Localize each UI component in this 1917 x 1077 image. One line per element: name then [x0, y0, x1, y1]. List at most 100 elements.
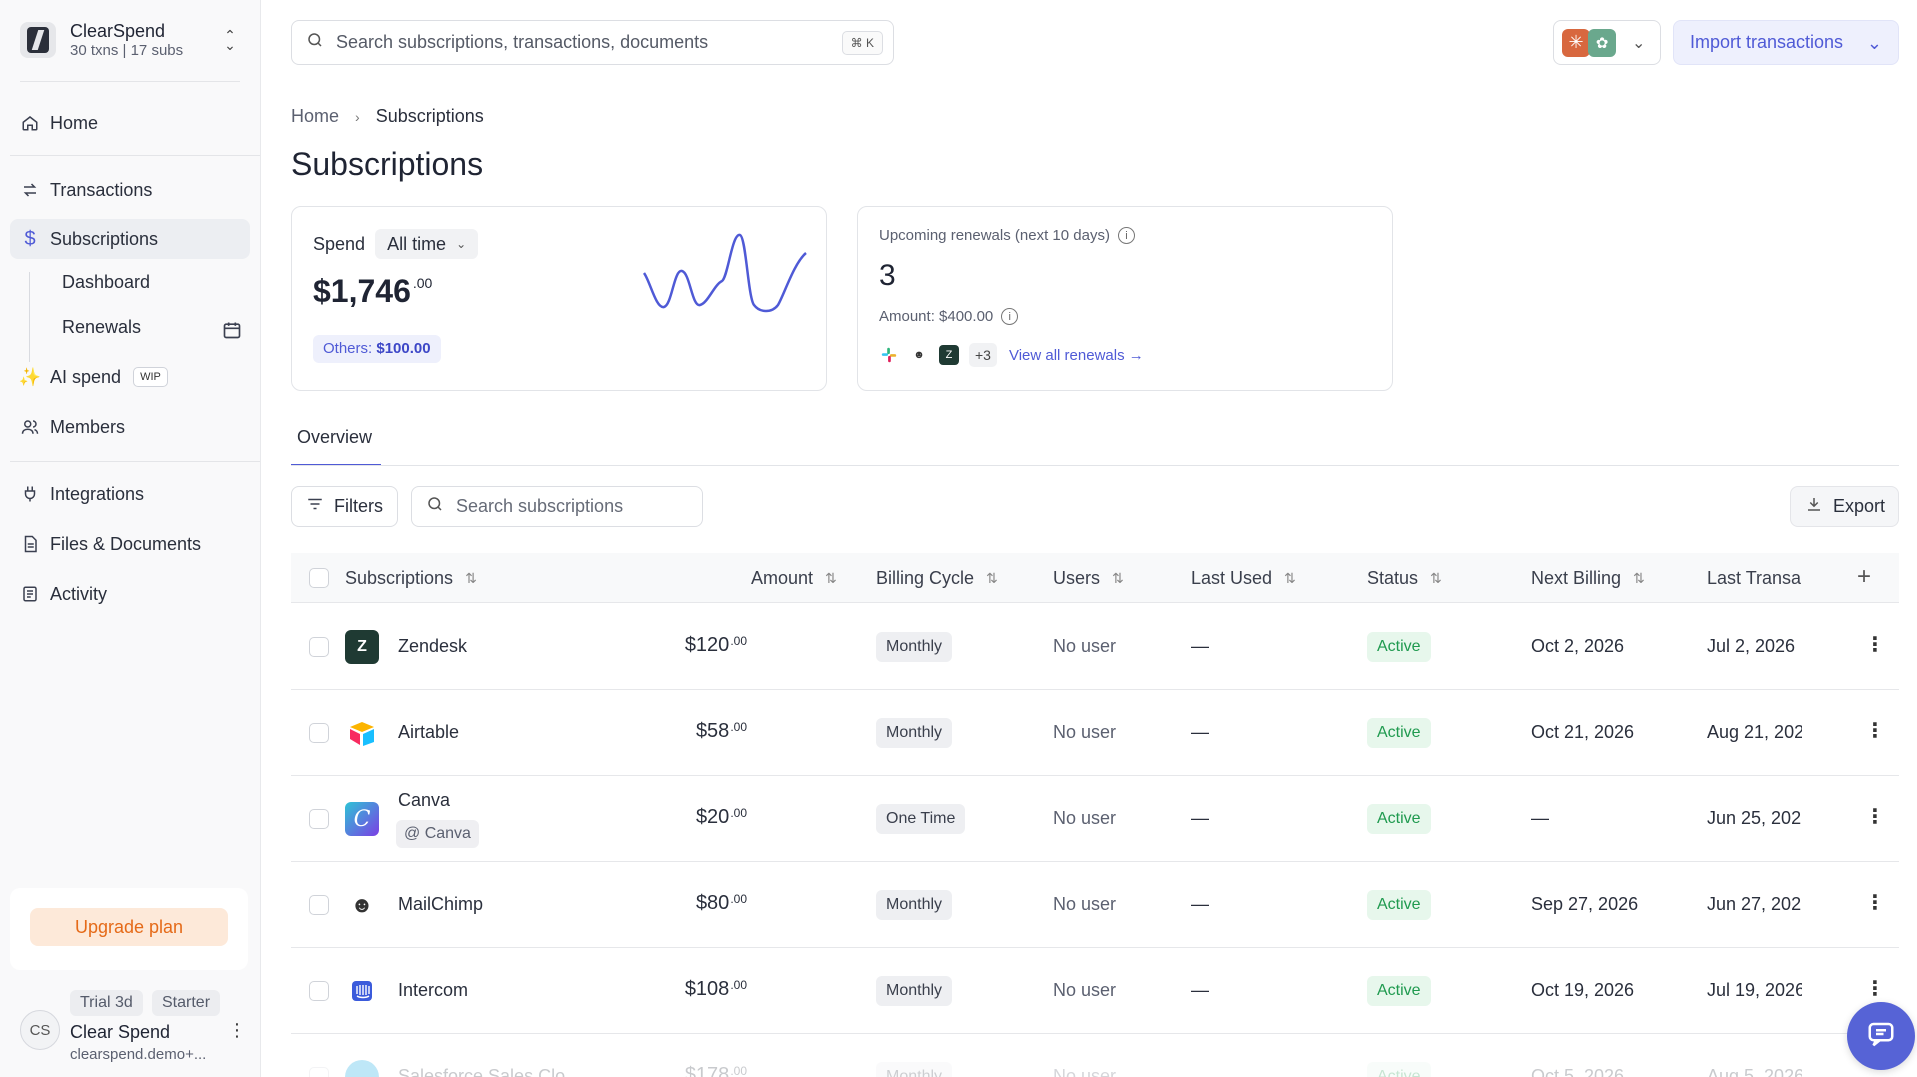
add-column-icon[interactable]: + — [1857, 563, 1872, 590]
sort-icon: ⇅ — [1430, 570, 1442, 586]
import-transactions-button[interactable]: Import transactions ⌄ — [1673, 20, 1899, 65]
amount-cents: .00 — [730, 634, 747, 648]
subscription-name[interactable]: MailChimp — [398, 894, 484, 914]
amount-value: $20.00 — [696, 806, 747, 829]
select-all-checkbox[interactable] — [309, 568, 329, 588]
chat-support-button[interactable] — [1847, 1002, 1915, 1070]
row-checkbox[interactable] — [309, 637, 329, 657]
col-billing-cycle[interactable]: Billing Cycle ⇅ — [876, 568, 998, 589]
amount-cents: .00 — [730, 1064, 747, 1077]
shortcut-hint: ⌘ K — [841, 31, 883, 55]
more-vertical-icon[interactable]: ⋮ — [228, 1020, 246, 1040]
canva-logo-icon: C — [345, 802, 379, 836]
row-checkbox[interactable] — [309, 1067, 329, 1077]
ai-provider-switcher[interactable]: ✳ ✿ ⌄ — [1553, 20, 1661, 65]
filters-label: Filters — [334, 496, 383, 516]
amount-cents: .00 — [730, 892, 747, 906]
period-select[interactable]: All time ⌄ — [375, 229, 479, 259]
more-vertical-icon[interactable]: ⋮ — [1865, 634, 1885, 656]
subscription-name[interactable]: Airtable — [398, 722, 460, 742]
billing-cycle-badge: Monthly — [876, 718, 953, 748]
import-label: Import transactions — [1690, 32, 1844, 52]
subscription-name[interactable]: Salesforce Sales Clo — [398, 1066, 566, 1077]
nav-members[interactable]: Members — [10, 407, 250, 447]
calendar-icon[interactable] — [222, 320, 242, 345]
row-checkbox[interactable] — [309, 895, 329, 915]
table-row[interactable]: ☻ MailChimp $80.00 Monthly No user — Act… — [291, 862, 1899, 948]
last-transaction-value: Aug 21, 202 — [1707, 722, 1802, 742]
status-badge: Active — [1367, 804, 1431, 834]
global-search-placeholder: Search subscriptions, transactions, docu… — [336, 32, 709, 52]
org-switcher[interactable]: ClearSpend 30 txns | 17 subs ⌃ ⌄ — [20, 18, 240, 62]
more-vertical-icon[interactable]: ⋮ — [1865, 720, 1885, 742]
global-search-input[interactable]: Search subscriptions, transactions, docu… — [291, 20, 894, 65]
status-badge: Active — [1367, 632, 1431, 662]
spend-label: Spend — [313, 233, 366, 254]
user-menu[interactable]: CS Trial 3d Starter Clear Spend clearspe… — [20, 990, 246, 1070]
nav-subscriptions[interactable]: $ Subscriptions — [10, 219, 250, 259]
home-icon — [20, 113, 40, 133]
row-checkbox[interactable] — [309, 809, 329, 829]
tab-overview[interactable]: Overview — [291, 420, 381, 466]
nav-transactions[interactable]: Transactions — [10, 170, 250, 210]
airtable-logo-icon — [345, 716, 379, 750]
nav-renewals[interactable]: Renewals — [62, 317, 142, 337]
info-icon[interactable]: i — [1117, 227, 1135, 244]
next-billing-value: Oct 21, 2026 — [1531, 722, 1635, 742]
info-icon[interactable]: i — [1001, 308, 1019, 325]
table-row[interactable]: Salesforce Sales Clo $178.00 Monthly No … — [291, 1034, 1899, 1077]
users-value: No user — [1053, 1066, 1117, 1077]
filters-button[interactable]: Filters — [291, 486, 398, 527]
more-vertical-icon[interactable]: ⋮ — [1865, 892, 1885, 914]
amount-main: $20 — [695, 806, 730, 828]
table-row[interactable]: Intercom $108.00 Monthly No user — Activ… — [291, 948, 1899, 1034]
col-subscriptions-label: Subscriptions — [345, 568, 454, 588]
subscription-search-placeholder: Search subscriptions — [456, 496, 624, 516]
nav-members-label: Members — [50, 416, 126, 437]
search-icon — [426, 495, 444, 518]
amount-main: $108 — [684, 978, 730, 1000]
col-last-transaction[interactable]: Last Transa — [1707, 568, 1801, 589]
table-row[interactable]: Z Zendesk $120.00 Monthly No user — Acti… — [291, 604, 1899, 690]
nav-ai-spend[interactable]: ✨ AI spend WIP — [10, 357, 250, 397]
col-amount[interactable]: Amount ⇅ — [751, 568, 837, 589]
more-vertical-icon[interactable]: ⋮ — [1865, 978, 1885, 1000]
col-users[interactable]: Users ⇅ — [1053, 568, 1124, 589]
nav-dashboard[interactable]: Dashboard — [62, 272, 151, 292]
nav-activity[interactable]: Activity — [10, 574, 250, 614]
table-row[interactable]: Airtable $58.00 Monthly No user — Active… — [291, 690, 1899, 776]
sidebar: ClearSpend 30 txns | 17 subs ⌃ ⌄ Home Tra… — [0, 0, 261, 1077]
more-vertical-icon[interactable]: ⋮ — [1865, 806, 1885, 828]
nav-integrations[interactable]: Integrations — [10, 474, 250, 514]
table-row[interactable]: C Canva @ Canva $20.00 One Time No user … — [291, 776, 1899, 862]
wip-badge: WIP — [133, 367, 168, 387]
sort-icon: ⇅ — [465, 570, 477, 586]
col-status[interactable]: Status ⇅ — [1367, 568, 1442, 589]
breadcrumb-home[interactable]: Home — [291, 106, 340, 126]
export-button[interactable]: Export — [1790, 486, 1899, 527]
zendesk-icon: Z — [939, 345, 959, 365]
page-title: Subscriptions — [291, 146, 484, 182]
nav-home[interactable]: Home — [10, 103, 250, 143]
col-last-used[interactable]: Last Used ⇅ — [1191, 568, 1296, 589]
amount-value: $120.00 — [685, 634, 747, 657]
col-next-billing[interactable]: Next Billing ⇅ — [1531, 568, 1645, 589]
search-icon — [306, 31, 324, 54]
col-subscriptions[interactable]: Subscriptions ⇅ — [345, 568, 477, 589]
nav-files[interactable]: Files & Documents — [10, 524, 250, 564]
subscription-name[interactable]: Intercom — [398, 980, 469, 1000]
view-all-renewals-link[interactable]: View all renewals → — [1008, 346, 1144, 364]
billing-cycle-badge: Monthly — [876, 976, 953, 1006]
sort-icon: ⇅ — [1112, 570, 1124, 586]
spend-amount-main: $1,746 — [313, 273, 411, 309]
subscription-name[interactable]: Zendesk — [398, 636, 468, 656]
row-checkbox[interactable] — [309, 723, 329, 743]
org-name: ClearSpend — [70, 21, 166, 41]
upgrade-plan-button[interactable]: Upgrade plan — [30, 908, 228, 946]
subscription-name[interactable]: Canva — [398, 790, 451, 810]
subscription-search-input[interactable]: Search subscriptions — [411, 486, 703, 527]
breadcrumb-current: Subscriptions — [375, 106, 484, 126]
row-checkbox[interactable] — [309, 981, 329, 1001]
claude-icon: ✳ — [1562, 28, 1590, 57]
